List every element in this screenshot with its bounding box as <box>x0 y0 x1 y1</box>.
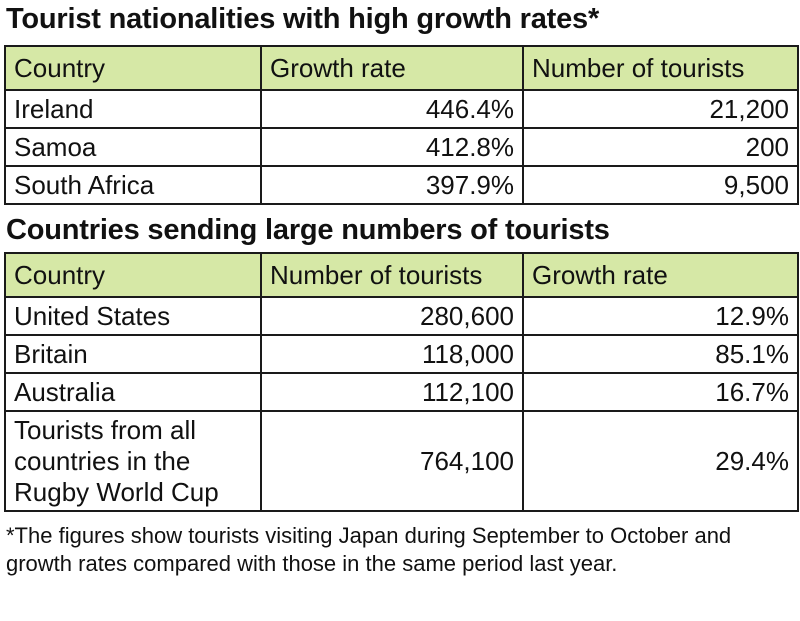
table-row: United States 280,600 12.9% <box>4 296 799 336</box>
growth-rate-cell: 16.7% <box>522 372 799 412</box>
column-header: Country <box>4 252 262 298</box>
growth-rate-cell: 85.1% <box>522 334 799 374</box>
column-header: Country <box>4 45 262 91</box>
growth-rate-cell: 446.4% <box>260 89 524 129</box>
table-row: Australia 112,100 16.7% <box>4 372 799 412</box>
column-header: Number of tourists <box>260 252 524 298</box>
table-row: Ireland 446.4% 21,200 <box>4 89 799 129</box>
country-cell: Britain <box>4 334 262 374</box>
table-row: Tourists from all countries in the Rugby… <box>4 410 799 512</box>
table-title-high-growth: Tourist nationalities with high growth r… <box>6 3 600 35</box>
tourists-count-cell: 118,000 <box>260 334 524 374</box>
growth-rate-cell: 412.8% <box>260 127 524 167</box>
tourists-count-cell: 9,500 <box>522 165 799 205</box>
tourists-count-cell: 200 <box>522 127 799 167</box>
column-header: Growth rate <box>522 252 799 298</box>
country-cell: Ireland <box>4 89 262 129</box>
tourists-count-cell: 21,200 <box>522 89 799 129</box>
growth-rate-cell: 397.9% <box>260 165 524 205</box>
large-numbers-table: Country Number of tourists Growth rate U… <box>4 252 799 512</box>
tourists-count-cell: 112,100 <box>260 372 524 412</box>
table-header-row: Country Growth rate Number of tourists <box>4 45 799 91</box>
table-title-large-numbers: Countries sending large numbers of touri… <box>6 214 610 246</box>
table-row: South Africa 397.9% 9,500 <box>4 165 799 205</box>
country-cell: Samoa <box>4 127 262 167</box>
table-row: Britain 118,000 85.1% <box>4 334 799 374</box>
growth-rate-cell: 12.9% <box>522 296 799 336</box>
table-header-row: Country Number of tourists Growth rate <box>4 252 799 298</box>
column-header: Number of tourists <box>522 45 799 91</box>
country-cell: South Africa <box>4 165 262 205</box>
country-cell: United States <box>4 296 262 336</box>
growth-rate-cell: 29.4% <box>522 410 799 512</box>
table-row: Samoa 412.8% 200 <box>4 127 799 167</box>
column-header: Growth rate <box>260 45 524 91</box>
footnote: *The figures show tourists visiting Japa… <box>6 523 732 576</box>
country-cell: Tourists from all countries in the Rugby… <box>4 410 262 512</box>
high-growth-table: Country Growth rate Number of tourists I… <box>4 45 799 205</box>
tourists-count-cell: 280,600 <box>260 296 524 336</box>
country-cell: Australia <box>4 372 262 412</box>
tourists-count-cell: 764,100 <box>260 410 524 512</box>
